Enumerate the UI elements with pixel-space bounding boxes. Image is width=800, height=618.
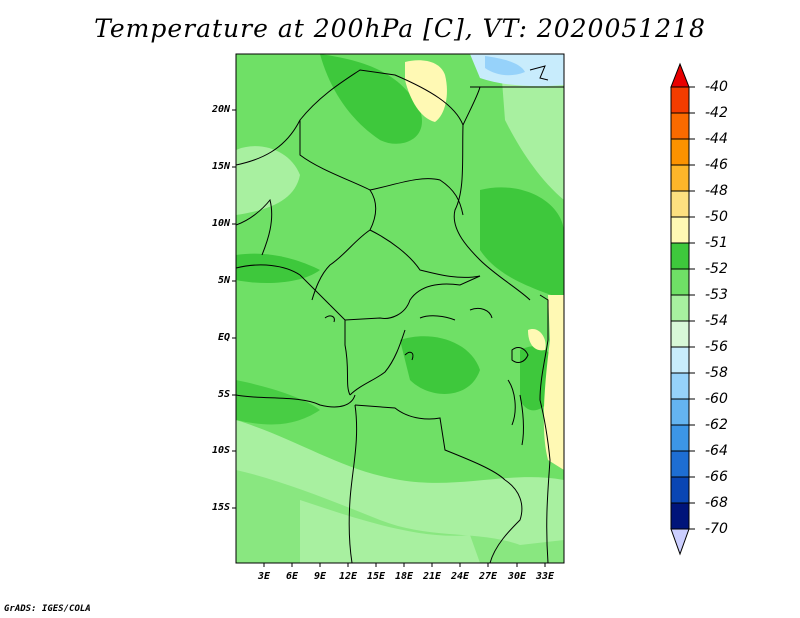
colorbar-seg-1 bbox=[670, 86, 690, 114]
colorbar-seg-2 bbox=[670, 112, 690, 140]
colorbar-label: -51 bbox=[705, 235, 728, 251]
colorbar-seg-6 bbox=[670, 216, 690, 244]
colorbar-label: -52 bbox=[705, 261, 728, 277]
lon-label: 30E bbox=[507, 571, 527, 582]
colorbar-cap-top bbox=[670, 62, 690, 88]
field-sw-warm bbox=[236, 380, 320, 425]
country-borders bbox=[236, 65, 564, 563]
lon-label: 12E bbox=[338, 571, 358, 582]
colorbar-cap-bottom bbox=[670, 528, 690, 556]
colorbar-seg-7 bbox=[670, 242, 690, 270]
field-north-yellow bbox=[405, 60, 447, 122]
colorbar-label: -53 bbox=[705, 287, 728, 303]
field-south-cool2 bbox=[300, 500, 480, 563]
field-east-warm bbox=[480, 187, 564, 300]
colorbar-label: -44 bbox=[705, 131, 728, 147]
colorbar-label: -46 bbox=[705, 157, 728, 173]
lat-label: 10N bbox=[211, 218, 230, 229]
colorbar-seg-5 bbox=[670, 190, 690, 218]
colorbar-label: -48 bbox=[705, 183, 728, 199]
lat-label: 15S bbox=[211, 502, 230, 513]
lon-label: 15E bbox=[366, 571, 386, 582]
colorbar-label: -70 bbox=[705, 521, 728, 537]
colorbar-seg-13 bbox=[670, 398, 690, 426]
colorbar-label: -40 bbox=[705, 79, 728, 95]
colorbar-seg-11 bbox=[670, 346, 690, 374]
lat-label: 15N bbox=[211, 161, 230, 172]
colorbar-label: -56 bbox=[705, 339, 728, 355]
lat-label: 5S bbox=[217, 389, 230, 400]
lon-label: 6E bbox=[285, 571, 299, 582]
colorbar-seg-14 bbox=[670, 424, 690, 452]
colorbar-label: -50 bbox=[705, 209, 728, 225]
field-center-warm bbox=[400, 336, 480, 394]
lon-label: 3E bbox=[257, 571, 271, 582]
field-lake-yellow bbox=[528, 329, 546, 351]
colorbar-seg-15 bbox=[670, 450, 690, 478]
colorbar-label: -64 bbox=[705, 443, 728, 459]
colorbar-label: -54 bbox=[705, 313, 728, 329]
lon-label: 27E bbox=[478, 571, 498, 582]
colorbar-seg-16 bbox=[670, 476, 690, 504]
colorbar-seg-10 bbox=[670, 320, 690, 348]
lat-label: 10S bbox=[211, 445, 230, 456]
colorbar-label: -58 bbox=[705, 365, 728, 381]
colorbar bbox=[670, 62, 695, 556]
colorbar-seg-8 bbox=[670, 268, 690, 296]
lat-label: 20N bbox=[211, 104, 230, 115]
lat-label: EQ bbox=[217, 332, 230, 343]
axis-ticks bbox=[232, 109, 546, 567]
grads-credit: GrADS: IGES/COLA bbox=[4, 604, 91, 614]
field-north-warm bbox=[320, 54, 422, 144]
colorbar-seg-9 bbox=[670, 294, 690, 322]
colorbar-label: -42 bbox=[705, 105, 728, 121]
colorbar-seg-3 bbox=[670, 138, 690, 166]
map-title: Temperature at 200hPa [C], VT: 202005121… bbox=[94, 14, 706, 43]
colorbar-seg-12 bbox=[670, 372, 690, 400]
lon-label: 18E bbox=[394, 571, 414, 582]
plot-frame bbox=[235, 53, 565, 564]
lon-label: 21E bbox=[422, 571, 442, 582]
colorbar-seg-4 bbox=[670, 164, 690, 192]
lon-label: 9E bbox=[313, 571, 327, 582]
lon-label: 33E bbox=[535, 571, 555, 582]
lon-label: 24E bbox=[450, 571, 470, 582]
field-cold-mid bbox=[485, 56, 525, 76]
field-ne-cool bbox=[500, 54, 564, 200]
colorbar-label: -66 bbox=[705, 469, 728, 485]
field-nw-cool bbox=[236, 146, 300, 215]
colorbar-label: -62 bbox=[705, 417, 728, 433]
field-east-yellow bbox=[543, 295, 564, 470]
colorbar-label: -60 bbox=[705, 391, 728, 407]
colorbar-seg-17 bbox=[670, 502, 690, 530]
colorbar-label: -68 bbox=[705, 495, 728, 511]
temperature-field bbox=[236, 54, 564, 563]
field-west-warm bbox=[236, 253, 320, 283]
lat-label: 5N bbox=[217, 275, 230, 286]
